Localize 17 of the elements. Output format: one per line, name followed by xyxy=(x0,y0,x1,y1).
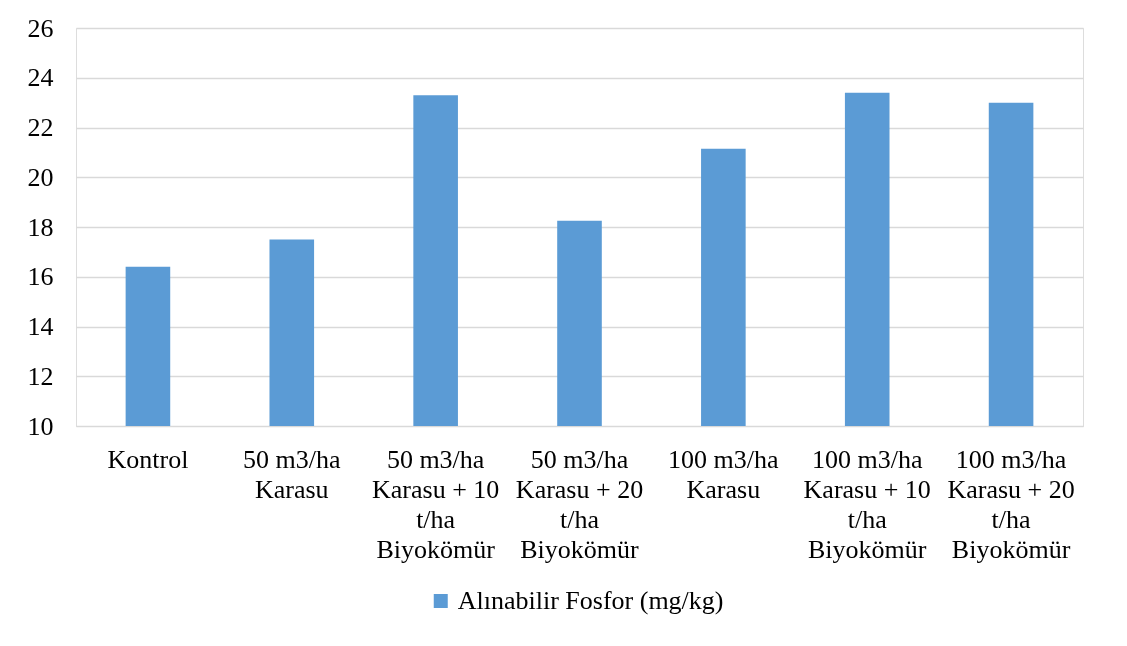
y-tick-label: 16 xyxy=(27,262,54,292)
y-tick-label: 12 xyxy=(27,361,54,391)
x-tick-label: 50 m3/ha Karasu + 20 t/ha Biyokömür xyxy=(515,444,644,564)
x-tick-label: 50 m3/ha Karasu + 10 t/ha Biyokömür xyxy=(371,444,500,564)
y-tick-label: 22 xyxy=(27,113,54,142)
x-tick-label: 100 m3/ha Karasu + 20 t/ha Biyokömür xyxy=(947,444,1075,564)
x-tick-label: 100 m3/ha Karasu xyxy=(668,444,780,504)
y-tick-label: 20 xyxy=(27,162,54,192)
x-tick-label: 100 m3/ha Karasu + 10 t/ha Biyokömür xyxy=(803,444,931,564)
x-tick-label: Kontrol xyxy=(107,444,189,474)
y-tick-label: 24 xyxy=(27,63,54,93)
y-tick-label: 26 xyxy=(27,13,54,43)
y-tick-label: 14 xyxy=(27,312,54,341)
x-tick-label: 50 m3/ha Karasu xyxy=(243,444,341,504)
y-tick-label: 10 xyxy=(27,411,54,441)
y-tick-label: 18 xyxy=(27,212,54,242)
legend-label: Alınabilir Fosfor (mg/kg) xyxy=(457,586,724,615)
